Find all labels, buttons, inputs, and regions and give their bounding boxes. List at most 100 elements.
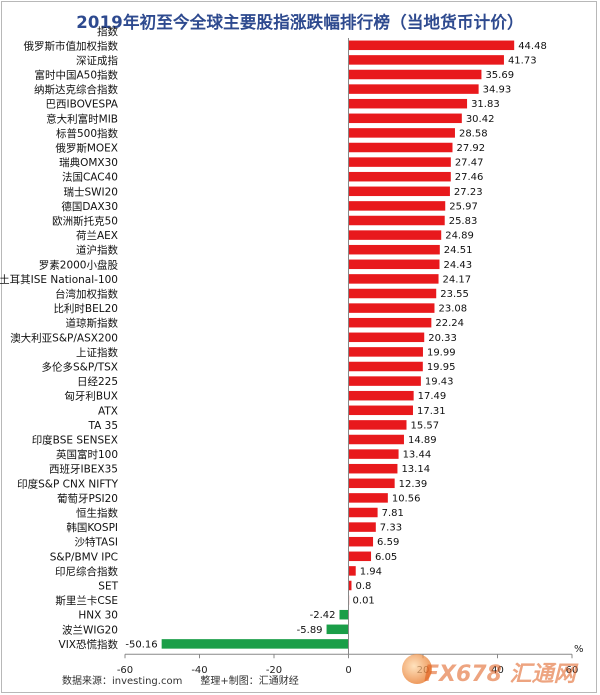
x-tick-label: -60 bbox=[117, 665, 133, 676]
value-label: 10.56 bbox=[392, 493, 421, 504]
value-label: 7.81 bbox=[382, 508, 404, 519]
value-label: 27.47 bbox=[455, 158, 484, 169]
bar bbox=[348, 361, 423, 372]
category-label: 荷兰AEX bbox=[76, 229, 118, 242]
category-label: 匈牙利BUX bbox=[64, 390, 118, 403]
category-label: 恒生指数 bbox=[76, 507, 118, 520]
value-label: 34.93 bbox=[483, 85, 512, 96]
value-label: 19.99 bbox=[427, 347, 456, 358]
bar bbox=[339, 609, 349, 620]
bar bbox=[348, 244, 440, 255]
value-label: 13.44 bbox=[403, 450, 432, 461]
category-label: 欧洲斯托克50 bbox=[52, 215, 118, 228]
x-tick-label: 60 bbox=[566, 665, 579, 676]
category-label: 波兰WIG20 bbox=[62, 623, 118, 636]
bar bbox=[348, 493, 388, 503]
watermark-logo-icon bbox=[402, 654, 432, 684]
bar bbox=[348, 449, 399, 459]
category-label: 韩国KOSPI bbox=[66, 521, 118, 534]
category-label: VIX恐慌指数 bbox=[59, 638, 119, 651]
value-label: 19.95 bbox=[427, 362, 456, 373]
value-label: 30.42 bbox=[466, 114, 495, 125]
category-label: 标普500指数 bbox=[56, 127, 119, 140]
value-label: 25.83 bbox=[449, 216, 478, 227]
bar bbox=[348, 186, 450, 197]
category-label: 意大利富时MIB bbox=[46, 112, 118, 125]
value-label: 28.58 bbox=[459, 128, 488, 139]
category-label: SET bbox=[98, 581, 118, 593]
bar bbox=[348, 128, 455, 138]
bar bbox=[348, 303, 435, 313]
value-label: 22.24 bbox=[435, 318, 464, 329]
category-header: 指数 bbox=[97, 25, 118, 38]
category-label: 比利时BEL20 bbox=[53, 302, 118, 315]
bar bbox=[348, 215, 445, 226]
category-labels: 俄罗斯市值加权指数深证成指富时中国A50指数纳斯达克综合指数巴西IBOVESPA… bbox=[0, 39, 119, 651]
bar bbox=[348, 478, 395, 489]
value-label: 23.55 bbox=[440, 289, 469, 300]
value-label: 41.73 bbox=[508, 55, 537, 66]
footer-credit: 数据来源：investing.com 整理+制图：汇通财经 bbox=[62, 672, 299, 687]
bar bbox=[348, 434, 404, 445]
data-source: 数据来源：investing.com bbox=[62, 676, 183, 687]
value-label: 25.97 bbox=[449, 201, 478, 212]
bar bbox=[348, 376, 421, 386]
category-label: 土耳其ISE National-100 bbox=[0, 273, 118, 286]
value-label: 7.33 bbox=[380, 523, 402, 534]
category-label: 沙特TASI bbox=[74, 537, 118, 549]
category-label: S&P/BMV IPC bbox=[50, 551, 118, 563]
value-label: 17.31 bbox=[417, 406, 446, 417]
category-label: 印度S&P CNX NIFTY bbox=[17, 477, 118, 490]
value-label: 27.23 bbox=[454, 187, 483, 198]
bar bbox=[348, 142, 453, 153]
bar bbox=[348, 40, 515, 51]
value-label: 6.05 bbox=[375, 552, 397, 563]
bar bbox=[348, 157, 451, 167]
bar bbox=[348, 536, 374, 547]
category-label: 台湾加权指数 bbox=[55, 288, 118, 301]
value-label: 6.59 bbox=[377, 537, 399, 548]
value-label: 31.83 bbox=[471, 99, 500, 110]
bar bbox=[348, 405, 413, 416]
bar bbox=[348, 113, 462, 124]
value-label: 14.89 bbox=[408, 435, 437, 446]
bar bbox=[348, 317, 432, 328]
value-label: 27.46 bbox=[455, 172, 484, 183]
category-label: 道琼斯指数 bbox=[66, 317, 119, 330]
bar bbox=[348, 390, 414, 401]
category-label: 英国富时100 bbox=[56, 448, 118, 461]
bar bbox=[326, 624, 349, 635]
category-label: 澳大利亚S&P/ASX200 bbox=[10, 331, 118, 344]
value-label: 17.49 bbox=[418, 391, 447, 402]
category-label: 富时中国A50指数 bbox=[34, 69, 118, 82]
value-label: 24.89 bbox=[445, 231, 474, 242]
category-label: 瑞士SWI20 bbox=[63, 185, 118, 198]
value-labels: 44.48 41.73 35.69 34.93 31.83 30.42 28.58 27.92… bbox=[125, 41, 546, 651]
category-label: HNX 30 bbox=[78, 610, 118, 622]
x-tick-label: -40 bbox=[191, 665, 207, 676]
category-label: 道沪指数 bbox=[76, 244, 118, 257]
bar bbox=[348, 507, 378, 518]
value-label: 20.33 bbox=[428, 333, 457, 344]
bar bbox=[348, 347, 423, 357]
x-tick-label: -20 bbox=[266, 665, 282, 676]
category-label: ATX bbox=[98, 405, 118, 417]
bar bbox=[348, 171, 451, 182]
value-label: 12.39 bbox=[399, 479, 428, 490]
category-label: 葡萄牙PSI20 bbox=[57, 492, 118, 505]
value-label: 27.92 bbox=[457, 143, 486, 154]
bar bbox=[348, 288, 437, 299]
value-label: 44.48 bbox=[518, 41, 547, 52]
bar bbox=[348, 230, 442, 240]
bar bbox=[348, 84, 479, 94]
bar bbox=[348, 420, 407, 430]
value-label: 0.8 bbox=[355, 581, 371, 592]
category-label: 俄罗斯MOEX bbox=[55, 142, 118, 155]
category-label: 日经225 bbox=[77, 375, 118, 388]
category-label: 德国DAX30 bbox=[61, 200, 118, 213]
value-label: 24.43 bbox=[444, 260, 473, 271]
value-label: 0.01 bbox=[353, 596, 375, 607]
bar bbox=[348, 69, 482, 80]
value-label: 15.57 bbox=[410, 420, 439, 431]
